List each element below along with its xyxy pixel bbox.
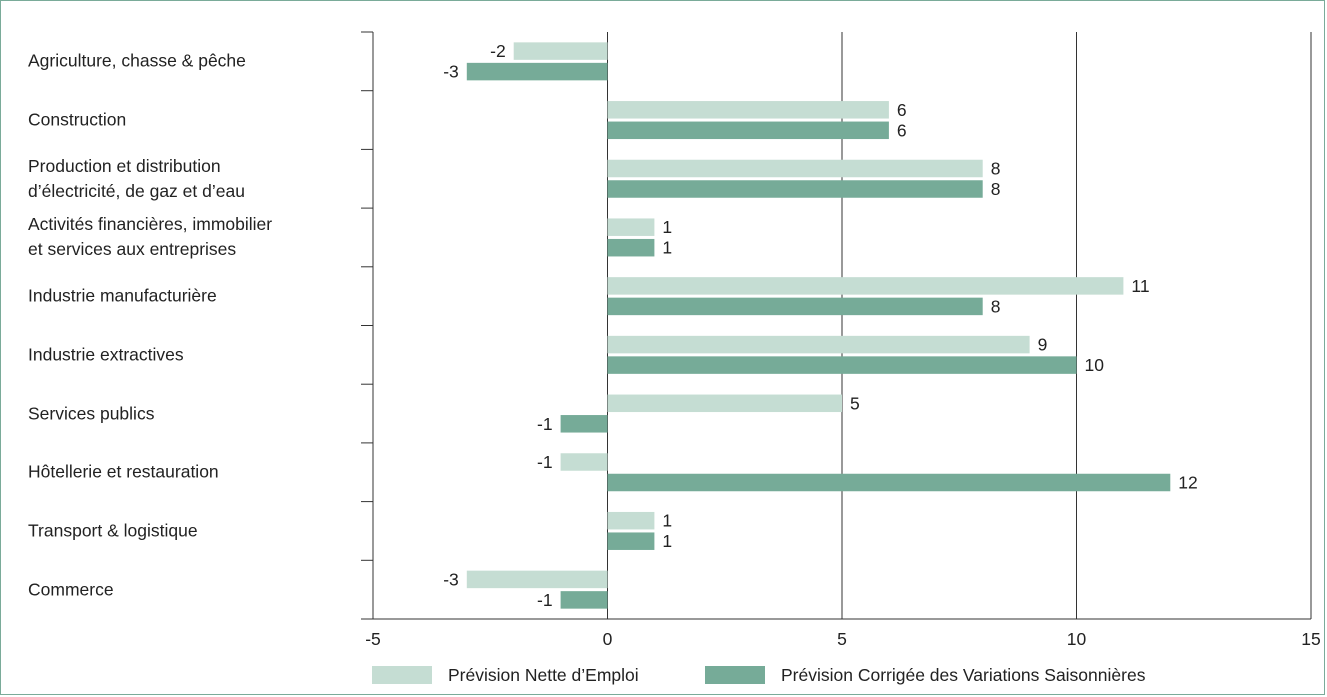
bar-s1-c9 [560, 591, 608, 609]
x-tick-label-4: 15 [1301, 629, 1320, 649]
value-label-s1-c1: 6 [897, 120, 907, 140]
x-tick-label-0: -5 [365, 629, 381, 649]
bar-s0-c8 [607, 511, 655, 530]
value-label-s0-c2: 8 [991, 159, 1001, 179]
bar-s0-c6 [607, 394, 842, 413]
bar-s0-c4 [607, 277, 1124, 295]
bar-s0-c0 [513, 42, 608, 60]
bar-s1-c0 [466, 62, 608, 81]
value-label-s1-c5: 10 [1085, 355, 1105, 375]
value-label-s0-c9: -3 [443, 569, 459, 589]
bar-s0-c1 [607, 101, 889, 119]
bar-s1-c6 [560, 415, 608, 433]
bar-s1-c1 [607, 121, 889, 140]
legend-label-corrigee: Prévision Corrigée des Variations Saison… [781, 664, 1146, 685]
legend-swatch-corrigee [705, 666, 765, 684]
category-label-7: Hôtellerie et restauration [28, 461, 219, 482]
x-tick-label-3: 10 [1067, 629, 1087, 649]
value-label-s0-c0: -2 [490, 41, 506, 61]
bar-s0-c3 [607, 218, 655, 236]
bar-s1-c2 [607, 180, 983, 198]
value-label-s1-c6: -1 [537, 414, 553, 434]
x-tick-label-2: 5 [837, 629, 847, 649]
category-label-8: Transport & logistique [28, 520, 198, 541]
bar-s1-c4 [607, 297, 983, 316]
category-label-3: Activités financières, immobilier et ser… [28, 214, 273, 260]
x-tick-label-1: 0 [603, 629, 613, 649]
value-label-s1-c9: -1 [537, 590, 553, 610]
bar-s1-c8 [607, 532, 655, 550]
value-label-s0-c4: 11 [1131, 276, 1149, 296]
category-label-9: Commerce [28, 579, 114, 600]
value-label-s0-c8: 1 [662, 511, 672, 531]
bar-s0-c5 [607, 335, 1030, 354]
value-label-s0-c1: 6 [897, 100, 907, 120]
bar-s1-c7 [607, 473, 1171, 492]
legend-label-nette: Prévision Nette d’Emploi [448, 664, 639, 685]
bar-s0-c9 [466, 570, 608, 589]
bar-s0-c7 [560, 453, 608, 471]
bar-s1-c3 [607, 238, 655, 257]
value-label-s1-c2: 8 [991, 179, 1001, 199]
category-label-5: Industrie extractives [28, 344, 184, 365]
category-label-6: Services publics [28, 403, 155, 424]
value-label-s1-c0: -3 [443, 62, 459, 82]
value-label-s0-c5: 9 [1038, 335, 1048, 355]
bar-s0-c2 [607, 159, 983, 178]
value-label-s1-c8: 1 [662, 531, 672, 551]
category-label-1: Construction [28, 109, 127, 130]
category-label-0: Agriculture, chasse & pêche [28, 50, 246, 71]
value-label-s1-c4: 8 [991, 296, 1001, 316]
legend-item-corrigee: Prévision Corrigée des Variations Saison… [705, 663, 1145, 687]
category-label-4: Industrie manufacturière [28, 285, 217, 306]
category-label-2: Production et distribution d’électricité… [28, 155, 245, 201]
value-label-s1-c7: 12 [1178, 473, 1197, 493]
legend-swatch-nette [372, 666, 432, 684]
value-label-s1-c3: 1 [662, 238, 672, 258]
bar-s1-c5 [607, 356, 1077, 374]
legend-item-nette: Prévision Nette d’Emploi [372, 663, 639, 687]
value-label-s0-c6: 5 [850, 393, 860, 413]
value-label-s0-c3: 1 [662, 217, 672, 237]
value-label-s0-c7: -1 [537, 452, 553, 472]
